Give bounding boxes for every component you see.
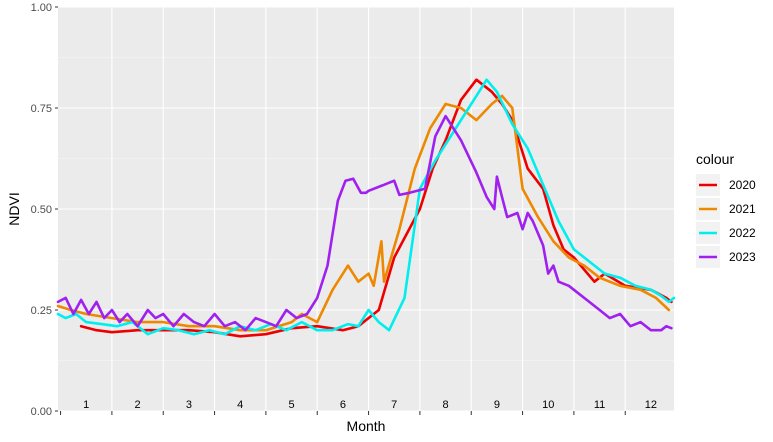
y-tick-label: 0.00 <box>31 406 52 418</box>
month-label: 9 <box>494 399 500 411</box>
legend-title: colour <box>696 151 734 167</box>
month-label: 4 <box>237 399 243 411</box>
series-lines <box>56 78 676 338</box>
month-label: 1 <box>83 399 89 411</box>
x-axis: 1 2 3 4 5 6 7 8 9 10 11 12 <box>60 399 657 415</box>
legend-label-2021: 2021 <box>729 202 756 216</box>
month-label: 3 <box>186 399 192 411</box>
y-tick-label: 0.50 <box>31 204 52 216</box>
y-tick-label: 1.00 <box>31 2 52 14</box>
legend-label-2022: 2022 <box>729 226 756 240</box>
month-label: 8 <box>443 399 449 411</box>
legend-label-2023: 2023 <box>729 250 756 264</box>
y-tick-label: 0.75 <box>31 103 52 115</box>
month-label: 5 <box>289 399 295 411</box>
series-line-2023 <box>56 114 673 332</box>
month-label: 12 <box>645 399 657 411</box>
y-tick-label: 0.25 <box>31 305 52 317</box>
month-label: 11 <box>594 399 605 411</box>
series-line-2021 <box>56 94 671 332</box>
x-axis-title: Month <box>347 418 386 434</box>
month-label: 10 <box>542 399 554 411</box>
month-label: 6 <box>340 399 346 411</box>
grid-lines <box>58 6 674 412</box>
month-label: 2 <box>135 399 141 411</box>
series-line-2022 <box>56 78 676 336</box>
legend-label-2020: 2020 <box>729 178 756 192</box>
legend: colour 2020 2021 2022 2023 <box>696 151 756 268</box>
month-label: 7 <box>391 399 397 411</box>
y-axis-title: NDVI <box>6 192 22 225</box>
y-axis: 0.00 0.25 0.50 0.75 1.00 <box>31 2 58 418</box>
